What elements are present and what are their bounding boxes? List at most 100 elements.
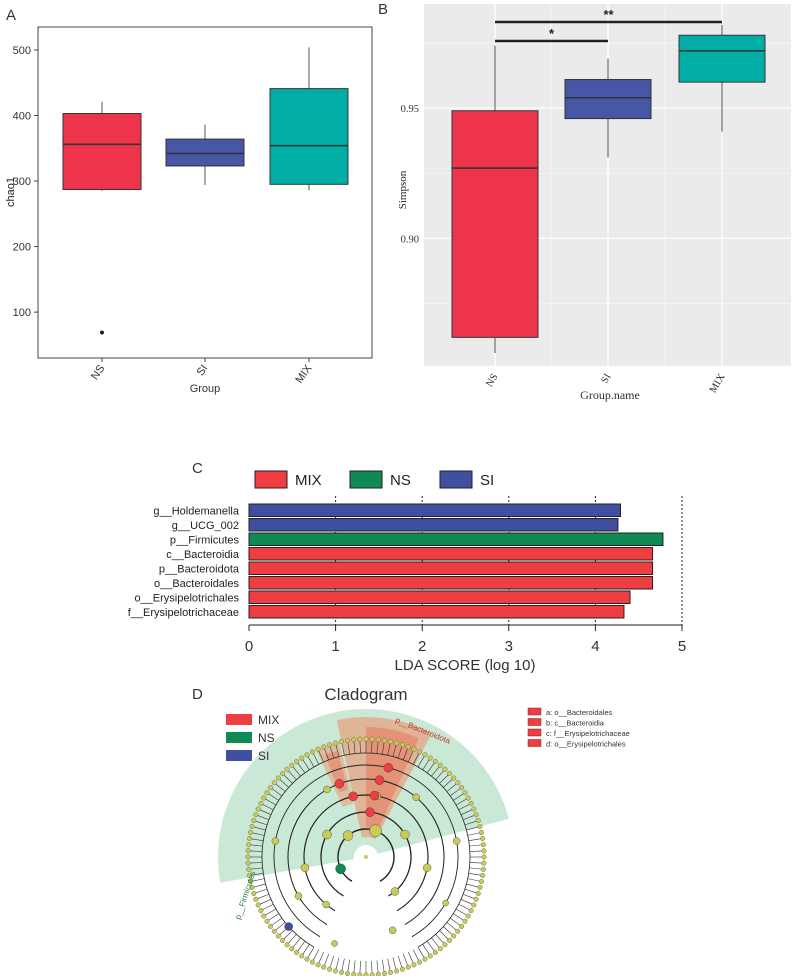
tip-node (345, 971, 351, 976)
clade-branch (341, 743, 345, 756)
clade-branch (402, 748, 408, 761)
tip-node (299, 953, 305, 959)
bar-label: o__Erysipelotrichales (134, 593, 239, 605)
tip-node (473, 896, 479, 902)
tip-node (432, 759, 438, 765)
clade-node (300, 863, 310, 873)
clade-branch (259, 809, 272, 815)
key-swatch (527, 728, 542, 737)
clade-branch (283, 930, 293, 940)
bar-label: p__Firmicutes (170, 535, 240, 547)
tip-node (375, 971, 381, 976)
clade-branch (412, 753, 419, 765)
tip-node (432, 949, 438, 955)
clade-branch (422, 944, 430, 955)
tip-node (309, 749, 315, 755)
lda-bar (248, 532, 664, 546)
clade-node (322, 900, 330, 909)
tip-node (465, 913, 471, 919)
box-si (165, 138, 245, 167)
legend-label: SI (258, 749, 269, 763)
clade-branch (431, 766, 440, 777)
key-swatch (527, 718, 542, 726)
clade-branch (458, 903, 470, 910)
tip-node (299, 755, 305, 761)
clade-branch (275, 783, 286, 792)
box-ns (62, 113, 142, 191)
clade-node (331, 940, 338, 947)
tip-node (381, 971, 387, 976)
tip-node (289, 762, 295, 768)
highlight-node-mix (334, 778, 345, 789)
clade-branch (449, 788, 461, 797)
tip-node (280, 937, 286, 943)
significance-marker: * (549, 26, 555, 41)
clade-node (323, 785, 331, 794)
highlight-node-mix (369, 790, 380, 801)
tip-node (446, 937, 452, 943)
tip-node (249, 823, 255, 829)
sector-bacteroidia (366, 727, 419, 830)
key-text: d: o__Erysipelotrichales (546, 740, 626, 749)
tip-node (399, 742, 405, 748)
clade-branch (435, 934, 444, 944)
clade-ring (287, 778, 445, 925)
clade-branch (392, 744, 397, 757)
clade-node (400, 829, 410, 840)
y-tick-label: 0.95 (401, 104, 419, 115)
clade-branch (288, 934, 297, 944)
tip-node (481, 860, 487, 866)
y-tick-label: 100 (13, 307, 31, 319)
legend-swatch-ns (226, 732, 252, 743)
clade-branch (408, 750, 414, 763)
cladogram: Cladogram p__Bacteroidotap__FirmicutesMI… (217, 685, 630, 976)
clade-branch (265, 798, 277, 806)
tip-node (321, 744, 327, 750)
clade-branch (460, 809, 473, 815)
highlight-node-ns (335, 863, 346, 875)
clade-branch (255, 888, 268, 894)
tip-node (289, 946, 295, 952)
cladogram-title: Cladogram (324, 685, 407, 704)
x-tick-label: NS (484, 372, 500, 389)
clade-branch (449, 917, 461, 926)
tip-node (332, 968, 338, 974)
tip-node (465, 795, 471, 801)
tip-node (478, 879, 484, 885)
tip-node (442, 766, 448, 772)
tip-node (451, 775, 457, 781)
clade-branch (253, 826, 266, 831)
clade-branch (297, 762, 306, 774)
clade-branch (392, 957, 397, 970)
bar-label: p__Bacteroidota (159, 564, 240, 576)
clade-branch (251, 872, 264, 876)
tip-node (315, 962, 321, 968)
box-mix (678, 34, 766, 83)
root-node (364, 855, 368, 859)
tip-node (304, 956, 310, 962)
tip-node (357, 972, 363, 976)
tip-node (246, 842, 252, 848)
tip-node (357, 736, 363, 742)
lda-bar (248, 547, 654, 561)
tip-node (275, 933, 281, 939)
clade-branch (255, 820, 268, 826)
x-tick-label: MIX (293, 362, 314, 385)
lda-bar-chart: LDA SCORE (log 10) MIX NS SI 0 1 2 3 4 5 g__Holde… (128, 470, 686, 674)
tip-node (338, 739, 344, 745)
clade-node (412, 793, 420, 801)
panel-label-b: B (378, 1, 388, 18)
clade-branch (268, 913, 279, 921)
clade-node (422, 863, 432, 873)
tip-node (248, 879, 254, 885)
tip-node (481, 848, 487, 854)
tip-node (399, 966, 405, 972)
tip-node (321, 964, 327, 970)
y-axis-label: chao1 (5, 177, 17, 207)
clade-branch (466, 826, 479, 831)
tip-node (246, 836, 252, 842)
highlight-node-mix (348, 791, 358, 802)
x-axis-label: Group (190, 383, 221, 395)
highlight-node-mix (383, 762, 394, 773)
tip-node (405, 744, 411, 750)
